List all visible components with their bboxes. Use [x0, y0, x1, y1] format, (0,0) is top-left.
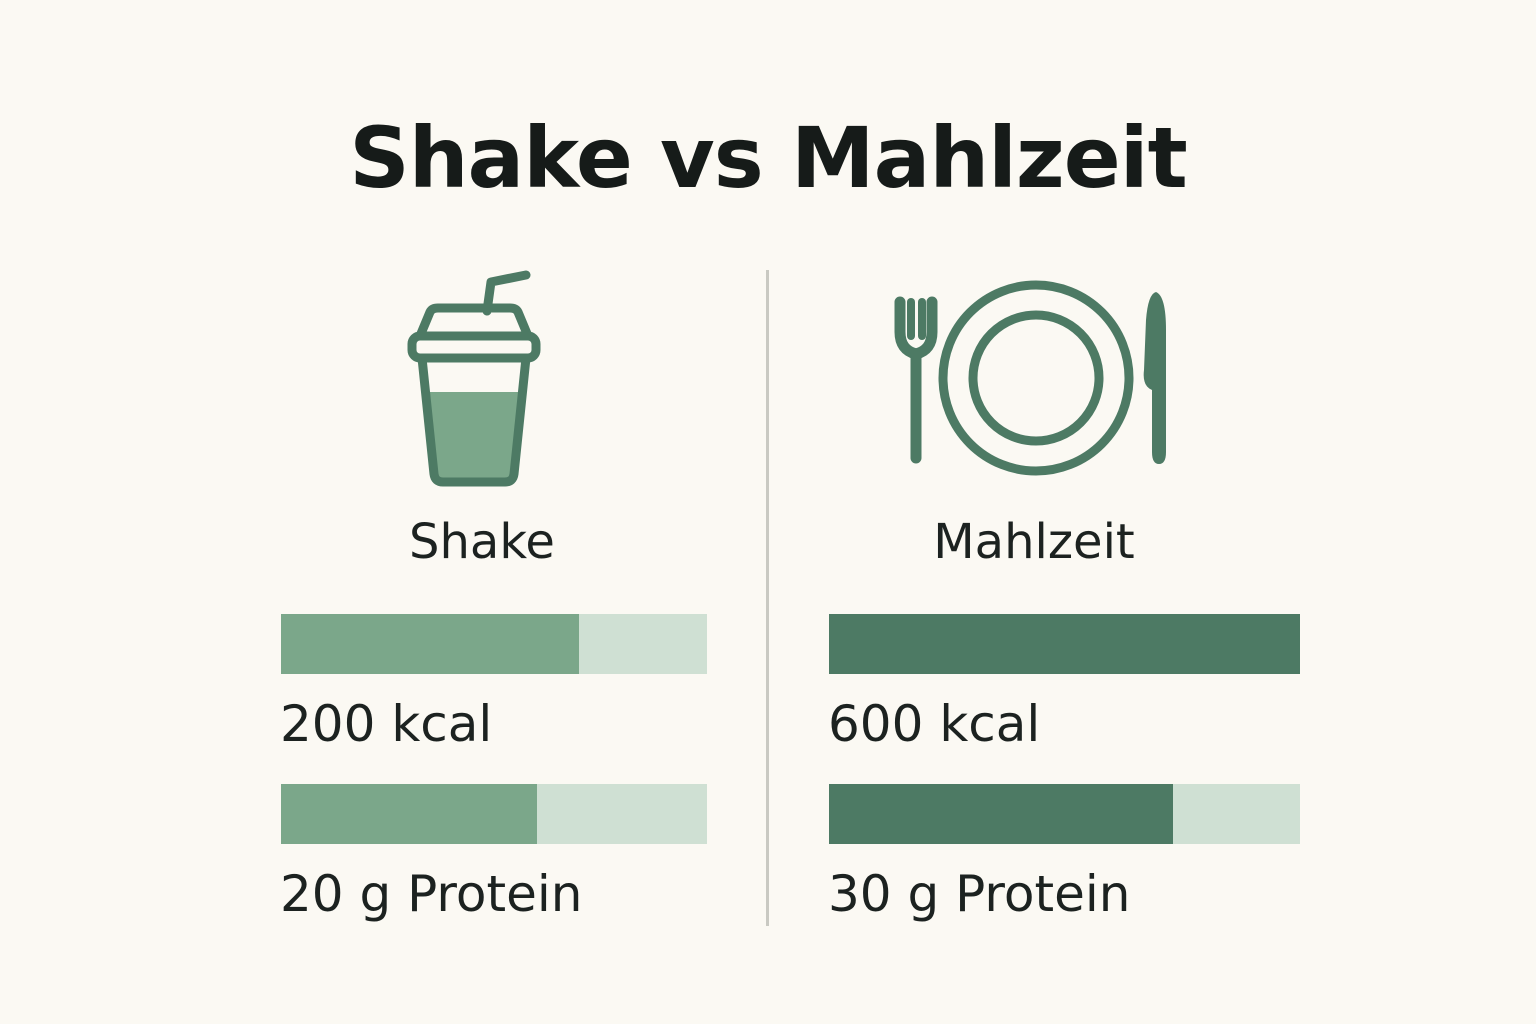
shake-kcal-value: 200 kcal [280, 695, 493, 753]
shake-label: Shake [409, 514, 555, 570]
shake-kcal-bar-track [281, 614, 707, 674]
meal-protein-bar-track [829, 784, 1300, 844]
plate-fork-knife-icon [886, 270, 1176, 480]
meal-protein-value: 30 g Protein [828, 865, 1131, 923]
column-divider [766, 270, 769, 926]
meal-protein-bar [829, 784, 1173, 844]
meal-label: Mahlzeit [933, 514, 1135, 570]
shake-protein-bar [281, 784, 537, 844]
shake-cup-icon [400, 266, 550, 496]
shake-protein-value: 20 g Protein [280, 865, 583, 923]
meal-kcal-bar-track [829, 614, 1300, 674]
shake-protein-bar-track [281, 784, 707, 844]
shake-kcal-bar [281, 614, 580, 674]
meal-kcal-bar [829, 614, 1300, 674]
page-title: Shake vs Mahlzeit [349, 109, 1187, 207]
meal-kcal-value: 600 kcal [828, 695, 1041, 753]
